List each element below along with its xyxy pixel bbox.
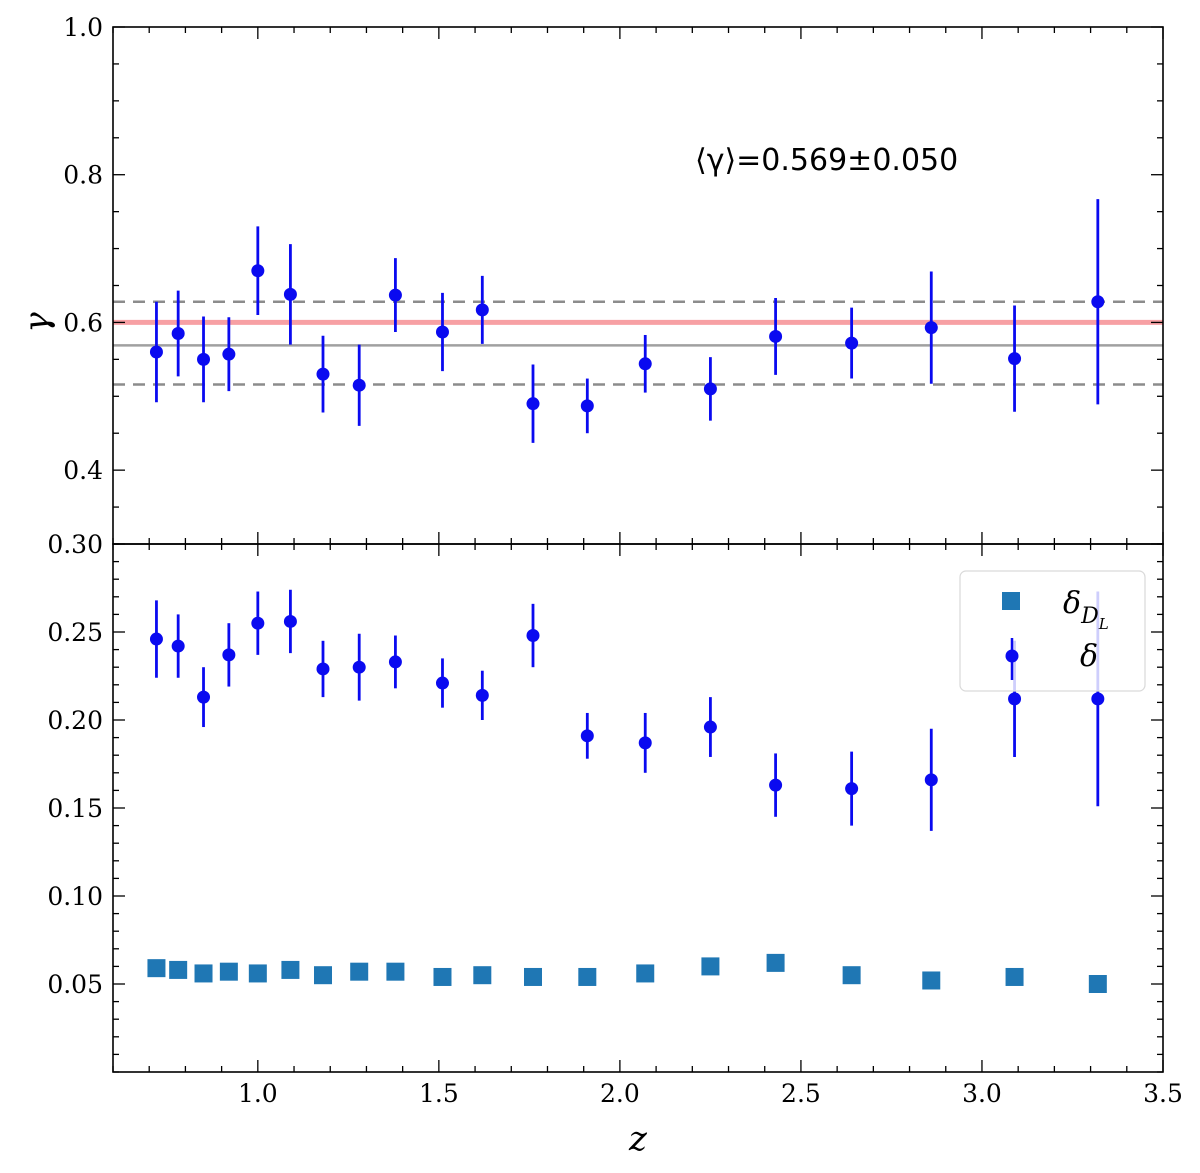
gamma-point [283,287,297,301]
gamma-point [638,357,652,371]
x-tick-label: 3.0 [962,1079,1002,1108]
gamma-point [845,336,859,350]
delta-point [1091,692,1105,706]
delta-point [171,639,185,653]
gamma-point [388,288,402,302]
gamma-point [316,367,330,381]
delta-point [197,690,211,704]
delta-dl-point [701,957,720,976]
y-tick-label: 1.0 [63,13,103,42]
delta-point [251,616,265,630]
reference-lines [113,300,1163,386]
bottom-panel-ticks: 1.0 1.5 2.0 2.5 3.0 3.5 0.05 0.10 0.15 0.20 0.25 0.… [47,530,1183,1108]
delta-dl-point [386,962,405,981]
y-tick-label: 0.15 [47,794,103,823]
delta-point [703,720,717,734]
delta-dl-point [194,964,213,983]
gamma-point [435,325,449,339]
x-tick-label: 3.5 [1143,1079,1183,1108]
mean-gamma-annotation: ⟨γ⟩=0.569±0.050 [695,143,958,178]
delta-point [526,629,540,643]
x-axis-label-z: z [628,1119,648,1159]
y-axis-label-gamma: γ [17,312,57,333]
delta-point [352,660,366,674]
delta-point [316,662,330,676]
y-tick-label: 0.20 [47,706,103,735]
delta-point [388,655,402,669]
delta-dl-point [169,960,188,979]
x-tick-label: 2.5 [781,1079,821,1108]
delta-dl-point [433,967,452,986]
gamma-point [924,321,938,335]
y-tick-label: 0.05 [47,970,103,999]
delta-dl-point [350,962,369,981]
delta-panel: 1.0 1.5 2.0 2.5 3.0 3.5 0.05 0.10 0.15 0.20 0.25 0.… [47,530,1183,1159]
x-tick-label: 1.5 [419,1079,459,1108]
y-tick-label: 0.6 [63,308,103,337]
legend-delta-label: δ [1080,639,1098,674]
x-tick-label: 1.0 [238,1079,278,1108]
legend-delta-dl-main: δ [1063,586,1081,621]
y-tick-label: 0.10 [47,882,103,911]
delta-point [222,648,236,662]
delta-dl-point [147,959,166,978]
top-panel-ticks: 0.4 0.6 0.8 1.0 [63,13,1164,545]
delta-point [475,688,489,702]
gamma-point [475,303,489,317]
delta-point [580,729,594,743]
gamma-point [149,345,163,359]
legend-square-marker [1002,592,1020,610]
gamma-point [1091,295,1105,309]
bottom-panel-frame [112,543,1164,1073]
gamma-point [222,347,236,361]
delta-dl-point [314,966,332,985]
y-tick-label: 0.8 [63,161,103,190]
y-tick-label: 0.25 [47,618,103,647]
gamma-point [526,397,540,411]
legend-delta-dl-sub: D [1080,604,1099,629]
delta-dl-point [578,967,597,986]
delta-dl-points [147,953,1107,993]
gamma-point [171,327,185,341]
delta-dl-point [766,953,785,972]
delta-point [638,736,652,750]
delta-dl-point [281,960,300,979]
delta-point [149,632,163,646]
y-tick-label: 0.30 [47,530,103,559]
delta-dl-point [922,971,941,990]
delta-point [769,778,783,792]
delta-dl-point [473,966,492,985]
gamma-panel: 0.4 0.6 0.8 1.0 ⟨γ⟩=0.569±0.050 γ [17,13,1164,545]
gamma-point [769,329,783,343]
legend-box [959,570,1146,692]
delta-dl-point [842,966,861,985]
delta-dl-point [636,964,655,983]
y-tick-label: 0.4 [63,456,103,485]
delta-point [283,614,297,628]
legend: δDL δ [959,570,1146,692]
delta-dl-point [1005,967,1024,986]
delta-point [435,676,449,690]
delta-dl-point [219,962,238,981]
legend-delta-dl-label: δDL [1063,586,1109,633]
delta-dl-point [1088,975,1107,993]
gamma-point [1008,352,1022,366]
gamma-point [580,399,594,413]
delta-dl-point [524,967,542,986]
gamma-points [149,199,1105,443]
delta-point [924,773,938,787]
gamma-point [703,382,717,396]
gamma-point [352,378,366,392]
x-tick-label: 2.0 [600,1079,640,1108]
legend-delta-dl-subsub: L [1098,615,1109,633]
gamma-point [251,264,265,278]
delta-point [845,782,859,796]
legend-circle-marker [1005,649,1019,663]
gamma-point [197,352,211,366]
top-panel-frame [112,26,1164,545]
delta-dl-point [248,964,267,983]
delta-point [1008,692,1022,706]
